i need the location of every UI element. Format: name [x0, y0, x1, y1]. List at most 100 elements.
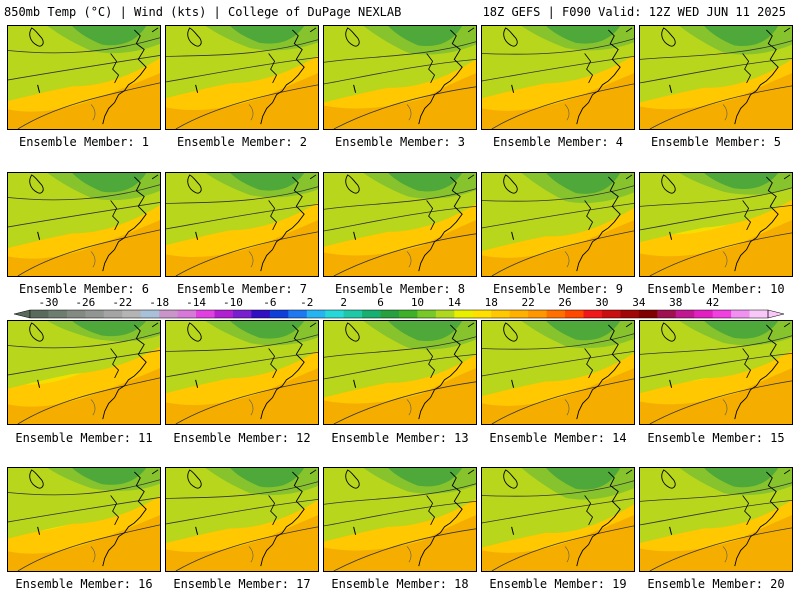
colorbar-swatch [491, 310, 511, 318]
run-info: 18Z GEFS | F090 Valid: 12Z WED JUN 11 20… [482, 5, 786, 19]
ensemble-member-17-map [165, 467, 319, 572]
colorbar-tick-label: 26 [558, 296, 571, 309]
colorbar-swatch [638, 310, 658, 318]
ensemble-member-label: Ensemble Member: 2 [176, 135, 308, 149]
ensemble-member-label: Ensemble Member: 8 [334, 282, 466, 296]
colorbar-swatch [712, 310, 732, 318]
ensemble-member-1-map [7, 25, 161, 130]
colorbar-tick-label: -14 [186, 296, 206, 309]
colorbar-tick-label: 30 [595, 296, 608, 309]
ensemble-member-label: Ensemble Member: 13 [331, 431, 469, 445]
ensemble-member-12-map [165, 320, 319, 425]
ensemble-member-label: Ensemble Member: 9 [492, 282, 624, 296]
map-field [8, 173, 160, 276]
colorbar-swatch [140, 310, 160, 318]
chart-title: 850mb Temp (°C) | Wind (kts) | College o… [4, 5, 402, 19]
map-field [640, 173, 792, 276]
colorbar-swatch [85, 310, 105, 318]
colorbar-swatch [232, 310, 252, 318]
map-field [482, 26, 634, 129]
map-field [324, 468, 476, 571]
colorbar-tick-label: 18 [485, 296, 498, 309]
ensemble-member-label: Ensemble Member: 1 [18, 135, 150, 149]
ensemble-member-label: Ensemble Member: 11 [15, 431, 153, 445]
map-field [324, 321, 476, 424]
ensemble-member-label: Ensemble Member: 5 [650, 135, 782, 149]
colorbar-swatch [583, 310, 603, 318]
ensemble-member-label: Ensemble Member: 14 [489, 431, 627, 445]
ensemble-member-11-map [7, 320, 161, 425]
colorbar-swatch [306, 310, 326, 318]
ensemble-member-label: Ensemble Member: 4 [492, 135, 624, 149]
colorbar-swatch [159, 310, 178, 318]
ensemble-member-label: Ensemble Member: 18 [331, 577, 469, 591]
ensemble-member-label: Ensemble Member: 19 [489, 577, 627, 591]
colorbar-swatch [620, 310, 640, 318]
ensemble-member-16-map [7, 467, 161, 572]
colorbar-swatch [48, 310, 68, 318]
ensemble-member-13-map [323, 320, 477, 425]
ensemble-member-10-map [639, 172, 793, 277]
ensemble-member-label: Ensemble Member: 10 [647, 282, 785, 296]
colorbar-swatch [30, 310, 49, 318]
colorbar-tick-label: -26 [75, 296, 95, 309]
colorbar-tick-label: 42 [706, 296, 719, 309]
colorbar-swatch [509, 310, 529, 318]
colorbar-left-arrow [13, 309, 31, 319]
ensemble-member-18-map [323, 467, 477, 572]
colorbar-tick-label: -30 [39, 296, 59, 309]
ensemble-member-3-map [323, 25, 477, 130]
colorbar-tick-label: 34 [632, 296, 646, 309]
ensemble-member-19-map [481, 467, 635, 572]
ensemble-member-2-map [165, 25, 319, 130]
map-field [324, 173, 476, 276]
map-field [166, 321, 318, 424]
ensemble-member-label: Ensemble Member: 17 [173, 577, 311, 591]
ensemble-member-6-map [7, 172, 161, 277]
map-field [166, 26, 318, 129]
ensemble-member-label: Ensemble Member: 7 [176, 282, 308, 296]
ensemble-member-label: Ensemble Member: 20 [647, 577, 785, 591]
ensemble-member-label: Ensemble Member: 3 [334, 135, 466, 149]
colorbar-swatch [362, 310, 381, 318]
ensemble-member-8-map [323, 172, 477, 277]
colorbar-swatch [546, 310, 566, 318]
colorbar-swatch [454, 310, 474, 318]
colorbar-swatch [122, 310, 142, 318]
colorbar-tick-label: 22 [522, 296, 535, 309]
ensemble-member-9-map [481, 172, 635, 277]
map-field [8, 321, 160, 424]
colorbar-swatch [380, 310, 400, 318]
ensemble-member-label: Ensemble Member: 16 [15, 577, 153, 591]
colorbar-swatch [731, 310, 750, 318]
map-field [640, 468, 792, 571]
colorbar-outline [29, 309, 769, 319]
colorbar-tick-label: 10 [411, 296, 424, 309]
map-field [166, 173, 318, 276]
colorbar-swatch [675, 310, 695, 318]
colorbar-swatch [749, 310, 769, 318]
colorbar-swatch [528, 310, 547, 318]
ensemble-member-14-map [481, 320, 635, 425]
colorbar-swatch [196, 310, 215, 318]
map-field [482, 173, 634, 276]
ensemble-member-label: Ensemble Member: 12 [173, 431, 311, 445]
colorbar-tick-label: -18 [149, 296, 169, 309]
colorbar-tick-label: -22 [112, 296, 132, 309]
colorbar-swatch [601, 310, 621, 318]
colorbar-right-arrow [767, 309, 785, 319]
colorbar-swatch [288, 310, 308, 318]
map-field [8, 26, 160, 129]
colorbar-tick-label: 2 [340, 296, 347, 309]
colorbar-swatch [435, 310, 455, 318]
colorbar-swatch [177, 310, 197, 318]
colorbar-swatch [565, 310, 584, 318]
colorbar-tick-label: 38 [669, 296, 682, 309]
colorbar-tick-label: 14 [448, 296, 462, 309]
colorbar-swatch [103, 310, 123, 318]
ensemble-member-4-map [481, 25, 635, 130]
ensemble-member-5-map [639, 25, 793, 130]
ensemble-member-7-map [165, 172, 319, 277]
colorbar-swatch [214, 310, 234, 318]
map-field [482, 321, 634, 424]
